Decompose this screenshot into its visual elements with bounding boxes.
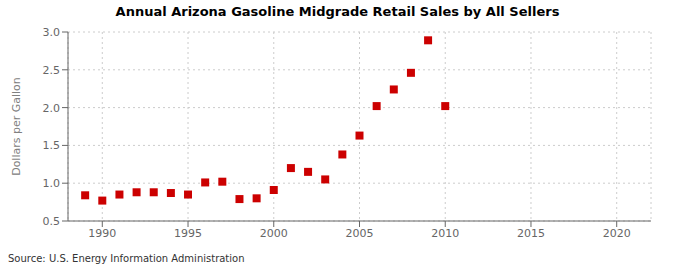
svg-text:2015: 2015 (517, 227, 545, 240)
html-text:Source: U.S. Energy Informatio: Source: U.S. Energy Information Administ… (8, 253, 245, 264)
svg-text:0.5: 0.5 (43, 215, 61, 228)
svg-text:1.5: 1.5 (43, 139, 61, 152)
svg-text:3.0: 3.0 (43, 26, 61, 39)
svg-text:2005: 2005 (346, 227, 374, 240)
svg-text:Dollars per Gallon: Dollars per Gallon (10, 77, 23, 176)
svg-text:2000: 2000 (260, 227, 288, 240)
svg-text:1.0: 1.0 (43, 177, 61, 190)
svg-text:2020: 2020 (603, 227, 631, 240)
svg-text:1990: 1990 (88, 227, 116, 240)
html-text:Annual Arizona Gasoline Midgra: Annual Arizona Gasoline Midgrade Retail … (115, 4, 560, 19)
svg-text:2.0: 2.0 (43, 102, 61, 115)
svg-text:1995: 1995 (174, 227, 202, 240)
svg-text:2010: 2010 (431, 227, 459, 240)
svg-text:2.5: 2.5 (43, 64, 61, 77)
